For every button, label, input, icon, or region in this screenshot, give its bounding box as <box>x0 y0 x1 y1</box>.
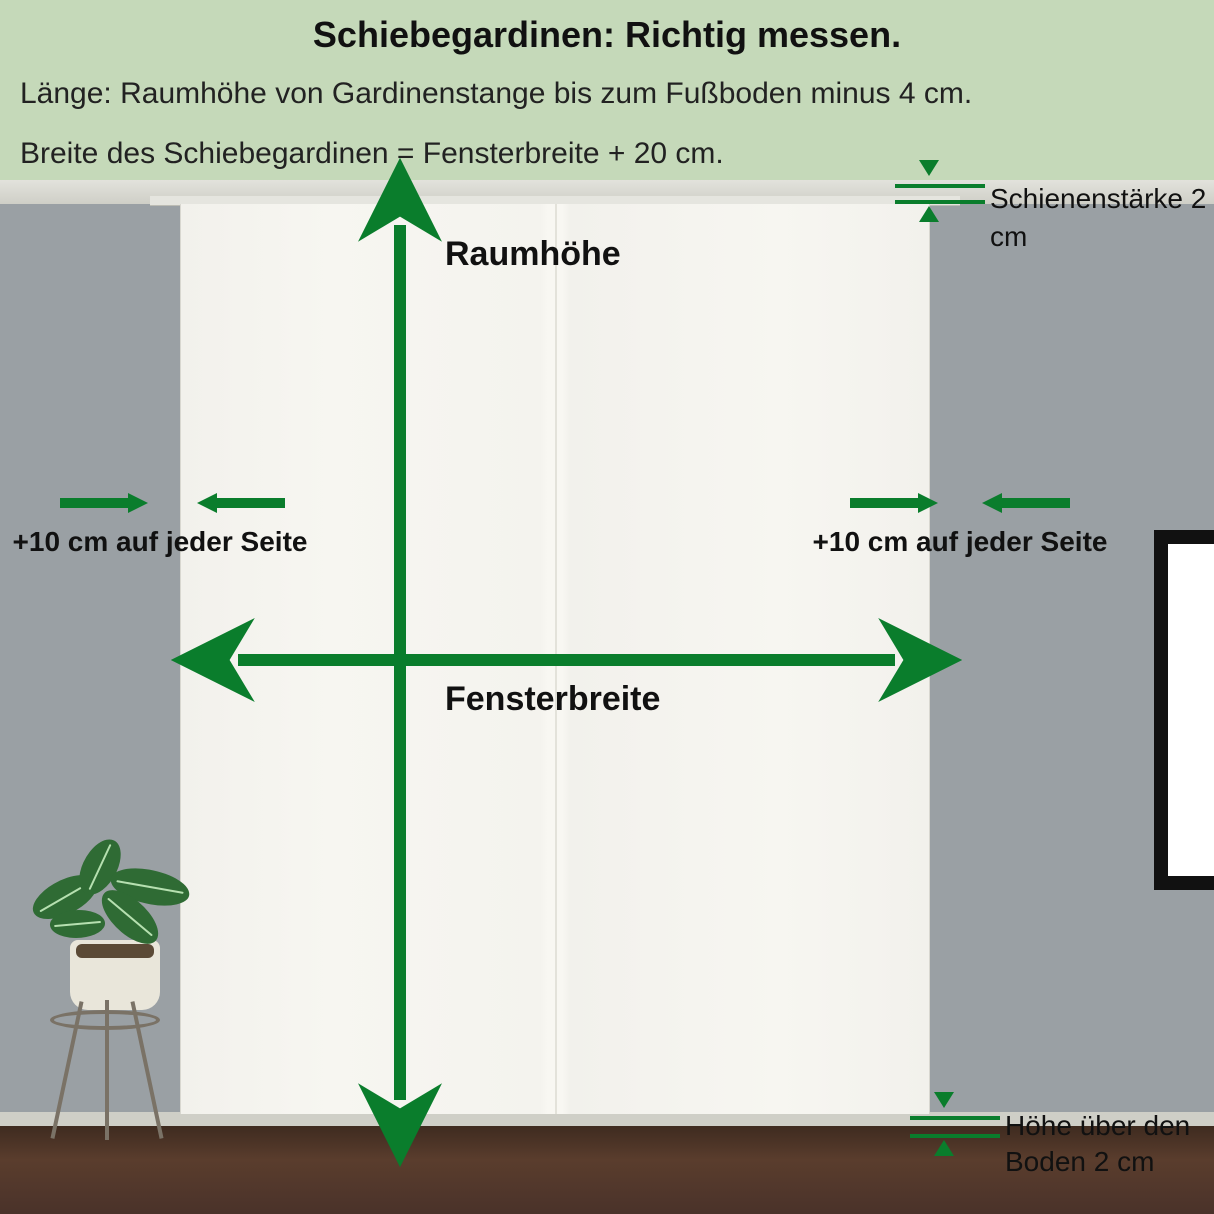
subtitle-line-2: Breite des Schiebegardinen = Fensterbrei… <box>20 132 1194 176</box>
label-side-right: +10 cm auf jeder Seite <box>810 525 1110 559</box>
page-title: Schiebegardinen: Richtig messen. <box>20 14 1194 56</box>
side-arrow-right-out <box>1000 498 1070 508</box>
curtain-panels <box>180 204 930 1114</box>
subtitle-line-1: Länge: Raumhöhe von Gardinenstange bis z… <box>20 72 1194 116</box>
label-side-left: +10 cm auf jeder Seite <box>10 525 310 559</box>
header-banner: Schiebegardinen: Richtig messen. Länge: … <box>0 0 1214 180</box>
side-arrow-left-out <box>60 498 130 508</box>
picture-frame <box>1154 530 1214 890</box>
side-arrow-right-in <box>850 498 920 508</box>
label-fensterbreite: Fensterbreite <box>445 680 660 719</box>
plant-stand <box>30 940 180 1140</box>
label-schienenstaerke: Schienenstärke 2 cm <box>990 180 1210 256</box>
label-boden: Höhe über den Boden 2 cm <box>1005 1108 1214 1181</box>
label-raumhoehe: Raumhöhe <box>445 235 621 274</box>
side-arrow-left-in <box>215 498 285 508</box>
